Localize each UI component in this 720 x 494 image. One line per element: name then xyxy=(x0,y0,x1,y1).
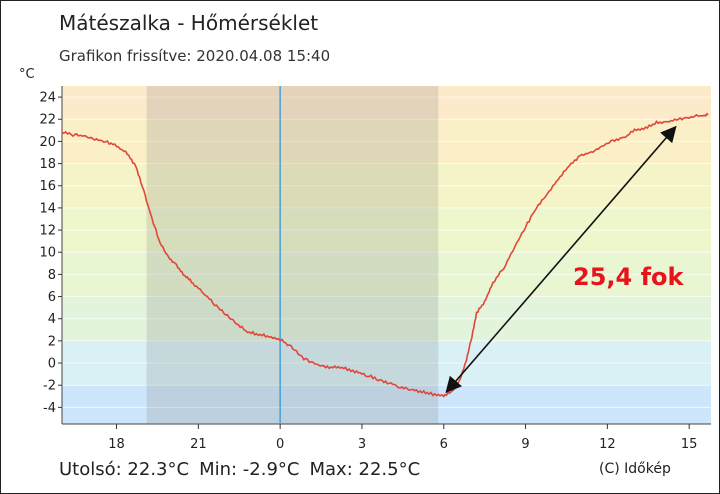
y-tick-label: 14 xyxy=(39,201,56,216)
y-tick-label: -2 xyxy=(43,379,56,394)
page-title: Mátészalka - Hőmérséklet xyxy=(59,11,319,35)
max-value: Max: 22.5°C xyxy=(309,459,421,480)
amplitude-arrow xyxy=(445,125,677,394)
x-tick-label: 21 xyxy=(190,437,207,452)
amplitude-annotation: 25,4 fok xyxy=(573,263,685,291)
x-tick-label: 6 xyxy=(440,437,448,452)
y-tick-label: 20 xyxy=(39,135,56,150)
y-tick-label: 18 xyxy=(39,157,56,172)
copyright: (C) Időkép xyxy=(599,461,671,477)
y-tick-label: 12 xyxy=(39,224,56,239)
y-tick-label: 22 xyxy=(39,113,56,128)
min-value: Min: -2.9°C xyxy=(199,459,300,480)
last-value: Utolsó: 22.3°C xyxy=(59,459,190,480)
y-tick-label: 24 xyxy=(39,91,56,106)
x-tick-label: 0 xyxy=(276,437,284,452)
x-tick-label: 15 xyxy=(681,437,698,452)
y-tick-label: -4 xyxy=(43,401,56,416)
y-tick-label: 16 xyxy=(39,179,56,194)
y-tick-label: 10 xyxy=(39,246,56,261)
night-shade xyxy=(146,86,439,424)
page-subtitle: Grafikon frissítve: 2020.04.08 15:40 xyxy=(59,47,331,65)
x-tick-label: 9 xyxy=(521,437,529,452)
y-tick-label: 8 xyxy=(48,268,56,283)
footer-stats: Utolsó: 22.3°C Min: -2.9°C Max: 22.5°C xyxy=(59,459,430,480)
y-tick-label: 0 xyxy=(48,357,56,372)
y-tick-label: 6 xyxy=(48,290,56,305)
x-tick-label: 12 xyxy=(599,437,616,452)
temperature-band xyxy=(62,86,711,120)
y-axis-label: °C xyxy=(19,67,35,82)
y-tick-label: 4 xyxy=(48,312,56,327)
x-tick-label: 18 xyxy=(108,437,125,452)
x-tick-labels: 18 21 0 3 6 9 12 15 xyxy=(108,424,697,452)
x-tick-label: 3 xyxy=(358,437,366,452)
y-tick-label: 2 xyxy=(48,334,56,349)
